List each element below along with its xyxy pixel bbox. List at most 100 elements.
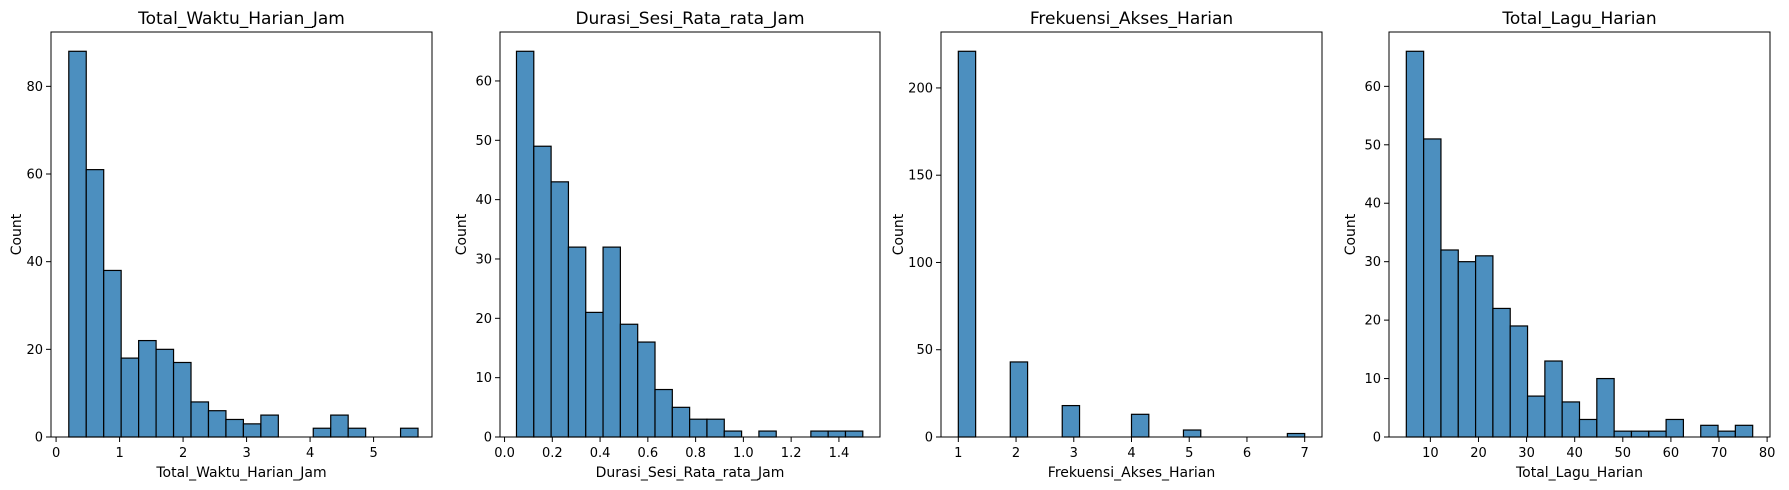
panel-title: Durasi_Sesi_Rata_rata_Jam: [575, 9, 804, 29]
x-tick-label: 0.6: [638, 446, 659, 461]
histogram-bar: [585, 311, 604, 438]
histogram-bar: [1544, 360, 1563, 438]
x-axis-label: Durasi_Sesi_Rata_rata_Jam: [596, 465, 785, 481]
histogram-bar: [758, 430, 777, 438]
y-axis-label: Count: [454, 213, 470, 255]
histogram-bar: [1405, 50, 1425, 438]
histogram-bar: [810, 430, 829, 438]
y-tick-label: 100: [908, 256, 933, 271]
x-tick-label: 1: [115, 446, 123, 461]
histogram-bar: [260, 414, 279, 438]
x-tick-label: 4: [306, 446, 314, 461]
histogram-bar: [1734, 424, 1754, 438]
y-tick-label: 40: [475, 193, 492, 208]
x-tick-label: 3: [242, 446, 250, 461]
histogram-bar: [242, 423, 262, 438]
x-tick-label: 7: [1301, 446, 1309, 461]
x-tick-label: 0.8: [685, 446, 706, 461]
histogram-bar: [602, 246, 621, 438]
histogram-bar: [120, 357, 140, 438]
histogram-bar: [723, 430, 743, 438]
y-axis-label: Count: [891, 213, 907, 255]
histogram-bar: [207, 410, 227, 438]
histogram-bar: [1440, 249, 1459, 438]
y-tick-label: 20: [1364, 314, 1381, 329]
x-tick-label: 20: [1470, 446, 1487, 461]
histogram-bar: [515, 50, 535, 438]
y-tick-label: 200: [908, 81, 933, 96]
histogram-bar: [1457, 261, 1477, 438]
histogram-bar: [190, 401, 210, 438]
y-tick-label: 50: [1364, 138, 1381, 153]
y-axis-label: Count: [1343, 213, 1359, 255]
y-tick-label: 50: [475, 134, 492, 149]
x-tick-label: 0.0: [494, 446, 515, 461]
axes-frame: [1388, 31, 1771, 438]
histogram-bar: [155, 348, 175, 438]
panel-title: Total_Waktu_Harian_Jam: [137, 9, 345, 29]
y-tick-label: 60: [1364, 80, 1381, 95]
histogram-bar: [1009, 361, 1029, 438]
axes-frame: [499, 31, 881, 438]
histogram-bar: [1130, 413, 1150, 438]
histogram-bar: [1613, 430, 1633, 438]
y-tick-label: 30: [475, 252, 492, 267]
histogram-bar: [637, 341, 656, 438]
x-tick-label: 40: [1566, 446, 1583, 461]
x-tick-label: 5: [1185, 446, 1193, 461]
histogram-bar: [1182, 429, 1202, 438]
histogram-bar: [330, 414, 349, 438]
axes-frame: [940, 31, 1323, 438]
histogram-bar: [399, 427, 419, 438]
histogram-bar: [312, 427, 332, 438]
y-tick-label: 80: [26, 80, 43, 95]
axes-frame: [50, 31, 433, 438]
histogram-bar: [533, 145, 552, 438]
histogram-bar: [654, 388, 673, 438]
y-tick-label: 20: [475, 312, 492, 327]
histogram-bar: [1061, 404, 1081, 438]
x-axis-label: Frekuensi_Akses_Harian: [1048, 465, 1215, 481]
histogram-bar: [1474, 255, 1494, 438]
y-tick-label: 40: [26, 255, 43, 270]
x-tick-label: 2: [1012, 446, 1020, 461]
panel-title: Frekuensi_Akses_Harian: [1030, 9, 1233, 29]
panel-frekuensi-akses-harian: Frekuensi_Akses_Harian Count Frekuensi_A…: [891, 9, 1323, 481]
histogram-bar: [706, 418, 725, 438]
x-axis-label: Total_Waktu_Harian_Jam: [155, 465, 326, 481]
histogram-bar: [1561, 401, 1581, 438]
x-tick-label: 1.0: [733, 446, 754, 461]
histogram-bar: [957, 50, 977, 438]
panel-title: Total_Lagu_Harian: [1501, 9, 1656, 29]
x-tick-label: 70: [1711, 446, 1728, 461]
histogram-bar: [85, 169, 105, 438]
y-tick-label: 10: [475, 371, 492, 386]
x-tick-label: 10: [1422, 446, 1439, 461]
histogram-bar: [1526, 395, 1546, 438]
x-tick-label: 0: [52, 446, 60, 461]
x-tick-label: 80: [1759, 446, 1776, 461]
x-tick-label: 6: [1243, 446, 1251, 461]
y-tick-label: 10: [1364, 372, 1381, 387]
x-tick-label: 1: [954, 446, 962, 461]
histogram-bar: [689, 418, 708, 438]
histogram-bar: [844, 430, 864, 438]
histogram-bar: [567, 246, 587, 438]
y-tick-label: 0: [925, 431, 933, 446]
x-tick-label: 5: [369, 446, 377, 461]
histogram-bar: [172, 361, 192, 438]
x-axis-label: Total_Lagu_Harian: [1515, 465, 1643, 481]
histogram-bar: [1717, 430, 1736, 438]
histogram-bar: [225, 418, 245, 438]
histogram-bar: [1578, 418, 1598, 438]
x-tick-label: 1.2: [781, 446, 802, 461]
x-tick-label: 50: [1615, 446, 1632, 461]
histogram-bar: [68, 50, 87, 438]
histogram-bar: [138, 339, 157, 438]
histogram-bar: [1423, 138, 1442, 438]
histogram-bar: [827, 430, 847, 438]
panel-total-lagu-harian: Total_Lagu_Harian Count Total_Lagu_Haria…: [1343, 9, 1775, 481]
histogram-bar: [1630, 430, 1650, 438]
histogram-bar: [347, 427, 367, 438]
